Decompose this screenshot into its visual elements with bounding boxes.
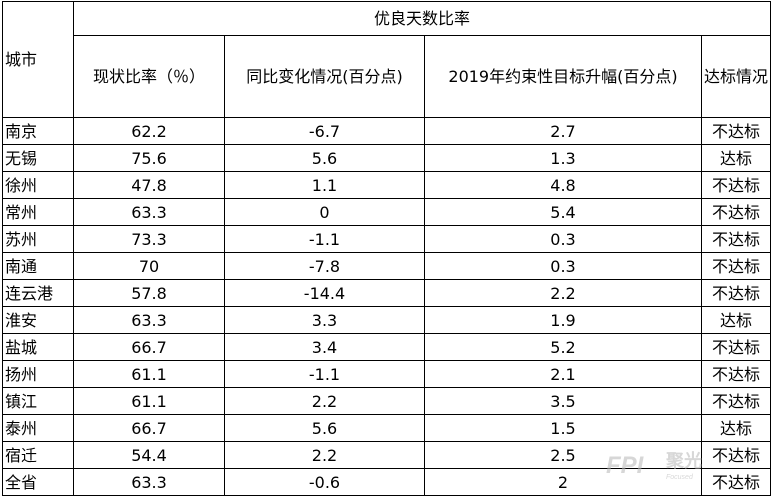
cell-city: 宿迁 <box>2 441 74 469</box>
cell-yoy-change: 1.1 <box>224 171 425 199</box>
cell-yoy-change: 2.2 <box>224 441 425 469</box>
cell-status: 不达标 <box>700 279 772 307</box>
cell-target-2019: 1.3 <box>424 144 702 172</box>
table-row: 扬州 61.1 -1.1 2.1 不达标 <box>2 360 772 388</box>
table-row: 徐州 47.8 1.1 4.8 不达标 <box>2 171 772 199</box>
cell-yoy-change: -7.8 <box>224 252 425 280</box>
cell-current-ratio: 70 <box>73 252 225 280</box>
col-header-yoy-change: 同比变化情况(百分点) <box>224 35 425 118</box>
table-row: 镇江 61.1 2.2 3.5 不达标 <box>2 387 772 415</box>
cell-current-ratio: 54.4 <box>73 441 225 469</box>
cell-status: 不达标 <box>700 333 772 361</box>
cell-status: 达标 <box>700 414 772 442</box>
cell-target-2019: 2.2 <box>424 279 702 307</box>
cell-target-2019: 2.1 <box>424 360 702 388</box>
cell-city: 南京 <box>2 117 74 145</box>
cell-current-ratio: 66.7 <box>73 414 225 442</box>
cell-target-2019: 1.5 <box>424 414 702 442</box>
table-row: 盐城 66.7 3.4 5.2 不达标 <box>2 333 772 361</box>
col-header-city: 城市 <box>2 1 74 118</box>
table-row: 宿迁 54.4 2.2 2.5 不达标 <box>2 441 772 469</box>
cell-current-ratio: 61.1 <box>73 387 225 415</box>
cell-status: 达标 <box>700 144 772 172</box>
col-header-status: 达标情况 <box>700 35 772 118</box>
cell-yoy-change: -1.1 <box>224 225 425 253</box>
cell-target-2019: 5.2 <box>424 333 702 361</box>
cell-target-2019: 1.9 <box>424 306 702 334</box>
cell-status: 达标 <box>700 306 772 334</box>
table-row: 全省 63.3 -0.6 2 不达标 <box>2 468 772 496</box>
table-row: 南通 70 -7.8 0.3 不达标 <box>2 252 772 280</box>
cell-yoy-change: 5.6 <box>224 414 425 442</box>
cell-city: 徐州 <box>2 171 74 199</box>
cell-status: 不达标 <box>700 441 772 469</box>
cell-city: 泰州 <box>2 414 74 442</box>
cell-target-2019: 5.4 <box>424 198 702 226</box>
cell-yoy-change: -0.6 <box>224 468 425 496</box>
table-row: 常州 63.3 0 5.4 不达标 <box>2 198 772 226</box>
cell-current-ratio: 63.3 <box>73 306 225 334</box>
cell-target-2019: 2.5 <box>424 441 702 469</box>
col-header-target-2019: 2019年约束性目标升幅(百分点) <box>424 35 702 118</box>
cell-city: 常州 <box>2 198 74 226</box>
cell-current-ratio: 57.8 <box>73 279 225 307</box>
cell-city: 盐城 <box>2 333 74 361</box>
cell-city: 扬州 <box>2 360 74 388</box>
cell-yoy-change: -6.7 <box>224 117 425 145</box>
cell-current-ratio: 66.7 <box>73 333 225 361</box>
table-row: 泰州 66.7 5.6 1.5 达标 <box>2 414 772 442</box>
cell-yoy-change: 0 <box>224 198 425 226</box>
cell-current-ratio: 63.3 <box>73 468 225 496</box>
cell-current-ratio: 73.3 <box>73 225 225 253</box>
cell-city: 苏州 <box>2 225 74 253</box>
cell-target-2019: 2 <box>424 468 702 496</box>
cell-current-ratio: 62.2 <box>73 117 225 145</box>
cell-city: 南通 <box>2 252 74 280</box>
cell-city: 连云港 <box>2 279 74 307</box>
cell-current-ratio: 47.8 <box>73 171 225 199</box>
table-row: 苏州 73.3 -1.1 0.3 不达标 <box>2 225 772 253</box>
cell-status: 不达标 <box>700 198 772 226</box>
table-row: 淮安 63.3 3.3 1.9 达标 <box>2 306 772 334</box>
cell-yoy-change: 2.2 <box>224 387 425 415</box>
cell-yoy-change: 3.3 <box>224 306 425 334</box>
group-header: 优良天数比率 <box>72 1 772 36</box>
cell-city: 淮安 <box>2 306 74 334</box>
cell-status: 不达标 <box>700 225 772 253</box>
cell-target-2019: 0.3 <box>424 252 702 280</box>
table-body: 南京 62.2 -6.7 2.7 不达标 无锡 75.6 5.6 1.3 达标 … <box>2 117 772 496</box>
table-row: 连云港 57.8 -14.4 2.2 不达标 <box>2 279 772 307</box>
cell-target-2019: 3.5 <box>424 387 702 415</box>
cell-status: 不达标 <box>700 252 772 280</box>
cell-status: 不达标 <box>700 360 772 388</box>
table-row: 无锡 75.6 5.6 1.3 达标 <box>2 144 772 172</box>
cell-target-2019: 0.3 <box>424 225 702 253</box>
cell-yoy-change: -1.1 <box>224 360 425 388</box>
cell-target-2019: 4.8 <box>424 171 702 199</box>
cell-status: 不达标 <box>700 171 772 199</box>
cell-status: 不达标 <box>700 387 772 415</box>
cell-status: 不达标 <box>700 468 772 496</box>
cell-city: 全省 <box>2 468 74 496</box>
cell-yoy-change: 3.4 <box>224 333 425 361</box>
cell-current-ratio: 63.3 <box>73 198 225 226</box>
col-header-current-ratio: 现状比率（％） <box>73 35 225 118</box>
cell-city: 无锡 <box>2 144 74 172</box>
header-row-columns: 现状比率（％） 同比变化情况(百分点) 2019年约束性目标升幅(百分点) 达标… <box>3 35 772 118</box>
cell-status: 不达标 <box>700 117 772 145</box>
cell-current-ratio: 75.6 <box>73 144 225 172</box>
cell-yoy-change: -14.4 <box>224 279 425 307</box>
cell-current-ratio: 61.1 <box>73 360 225 388</box>
cell-yoy-change: 5.6 <box>224 144 425 172</box>
cell-target-2019: 2.7 <box>424 117 702 145</box>
header-row-group: 城市 优良天数比率 <box>2 1 772 118</box>
cell-city: 镇江 <box>2 387 74 415</box>
table-row: 南京 62.2 -6.7 2.7 不达标 <box>2 117 772 145</box>
